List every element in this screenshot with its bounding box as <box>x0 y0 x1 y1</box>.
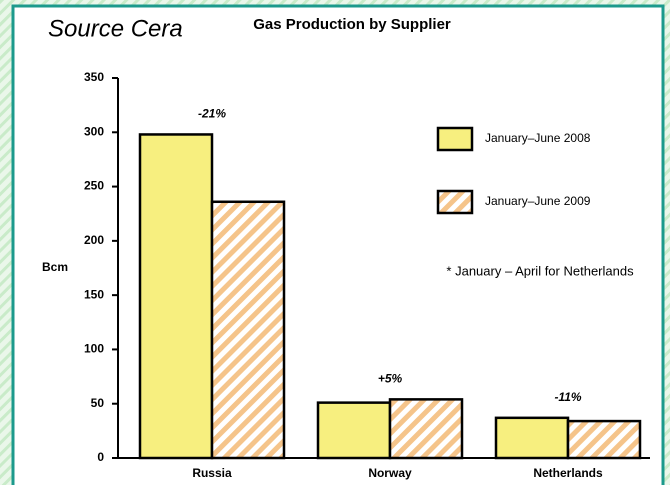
y-tick-label: 300 <box>84 124 104 138</box>
chart-title: Gas Production by Supplier <box>253 16 451 33</box>
y-tick-label: 0 <box>97 450 104 464</box>
y-axis-label: Bcm <box>42 260 68 274</box>
legend-swatch <box>436 189 474 215</box>
bar <box>566 419 642 460</box>
bar <box>138 133 214 460</box>
x-tick-label: Russia <box>192 466 232 480</box>
annotation: +5% <box>378 372 403 386</box>
y-tick-label: 150 <box>84 287 104 301</box>
bar <box>388 398 464 460</box>
y-tick-label: 100 <box>84 342 104 356</box>
legend-label: January–June 2009 <box>485 194 591 208</box>
x-tick-label: Norway <box>368 466 412 480</box>
legend-label: January–June 2008 <box>485 131 591 145</box>
x-tick-label: Netherlands <box>533 466 603 480</box>
bar <box>316 401 392 460</box>
y-tick-label: 50 <box>91 396 105 410</box>
source: Source Cera <box>48 15 183 42</box>
y-tick-label: 250 <box>84 179 104 193</box>
annotation: -11% <box>554 390 581 404</box>
y-tick-label: 200 <box>84 233 104 247</box>
note: * January – April for Netherlands <box>446 263 634 278</box>
bar <box>494 416 570 460</box>
y-tick-label: 350 <box>84 70 104 84</box>
annotation: -21% <box>198 107 226 121</box>
bar <box>210 200 286 460</box>
legend-swatch <box>436 126 474 152</box>
